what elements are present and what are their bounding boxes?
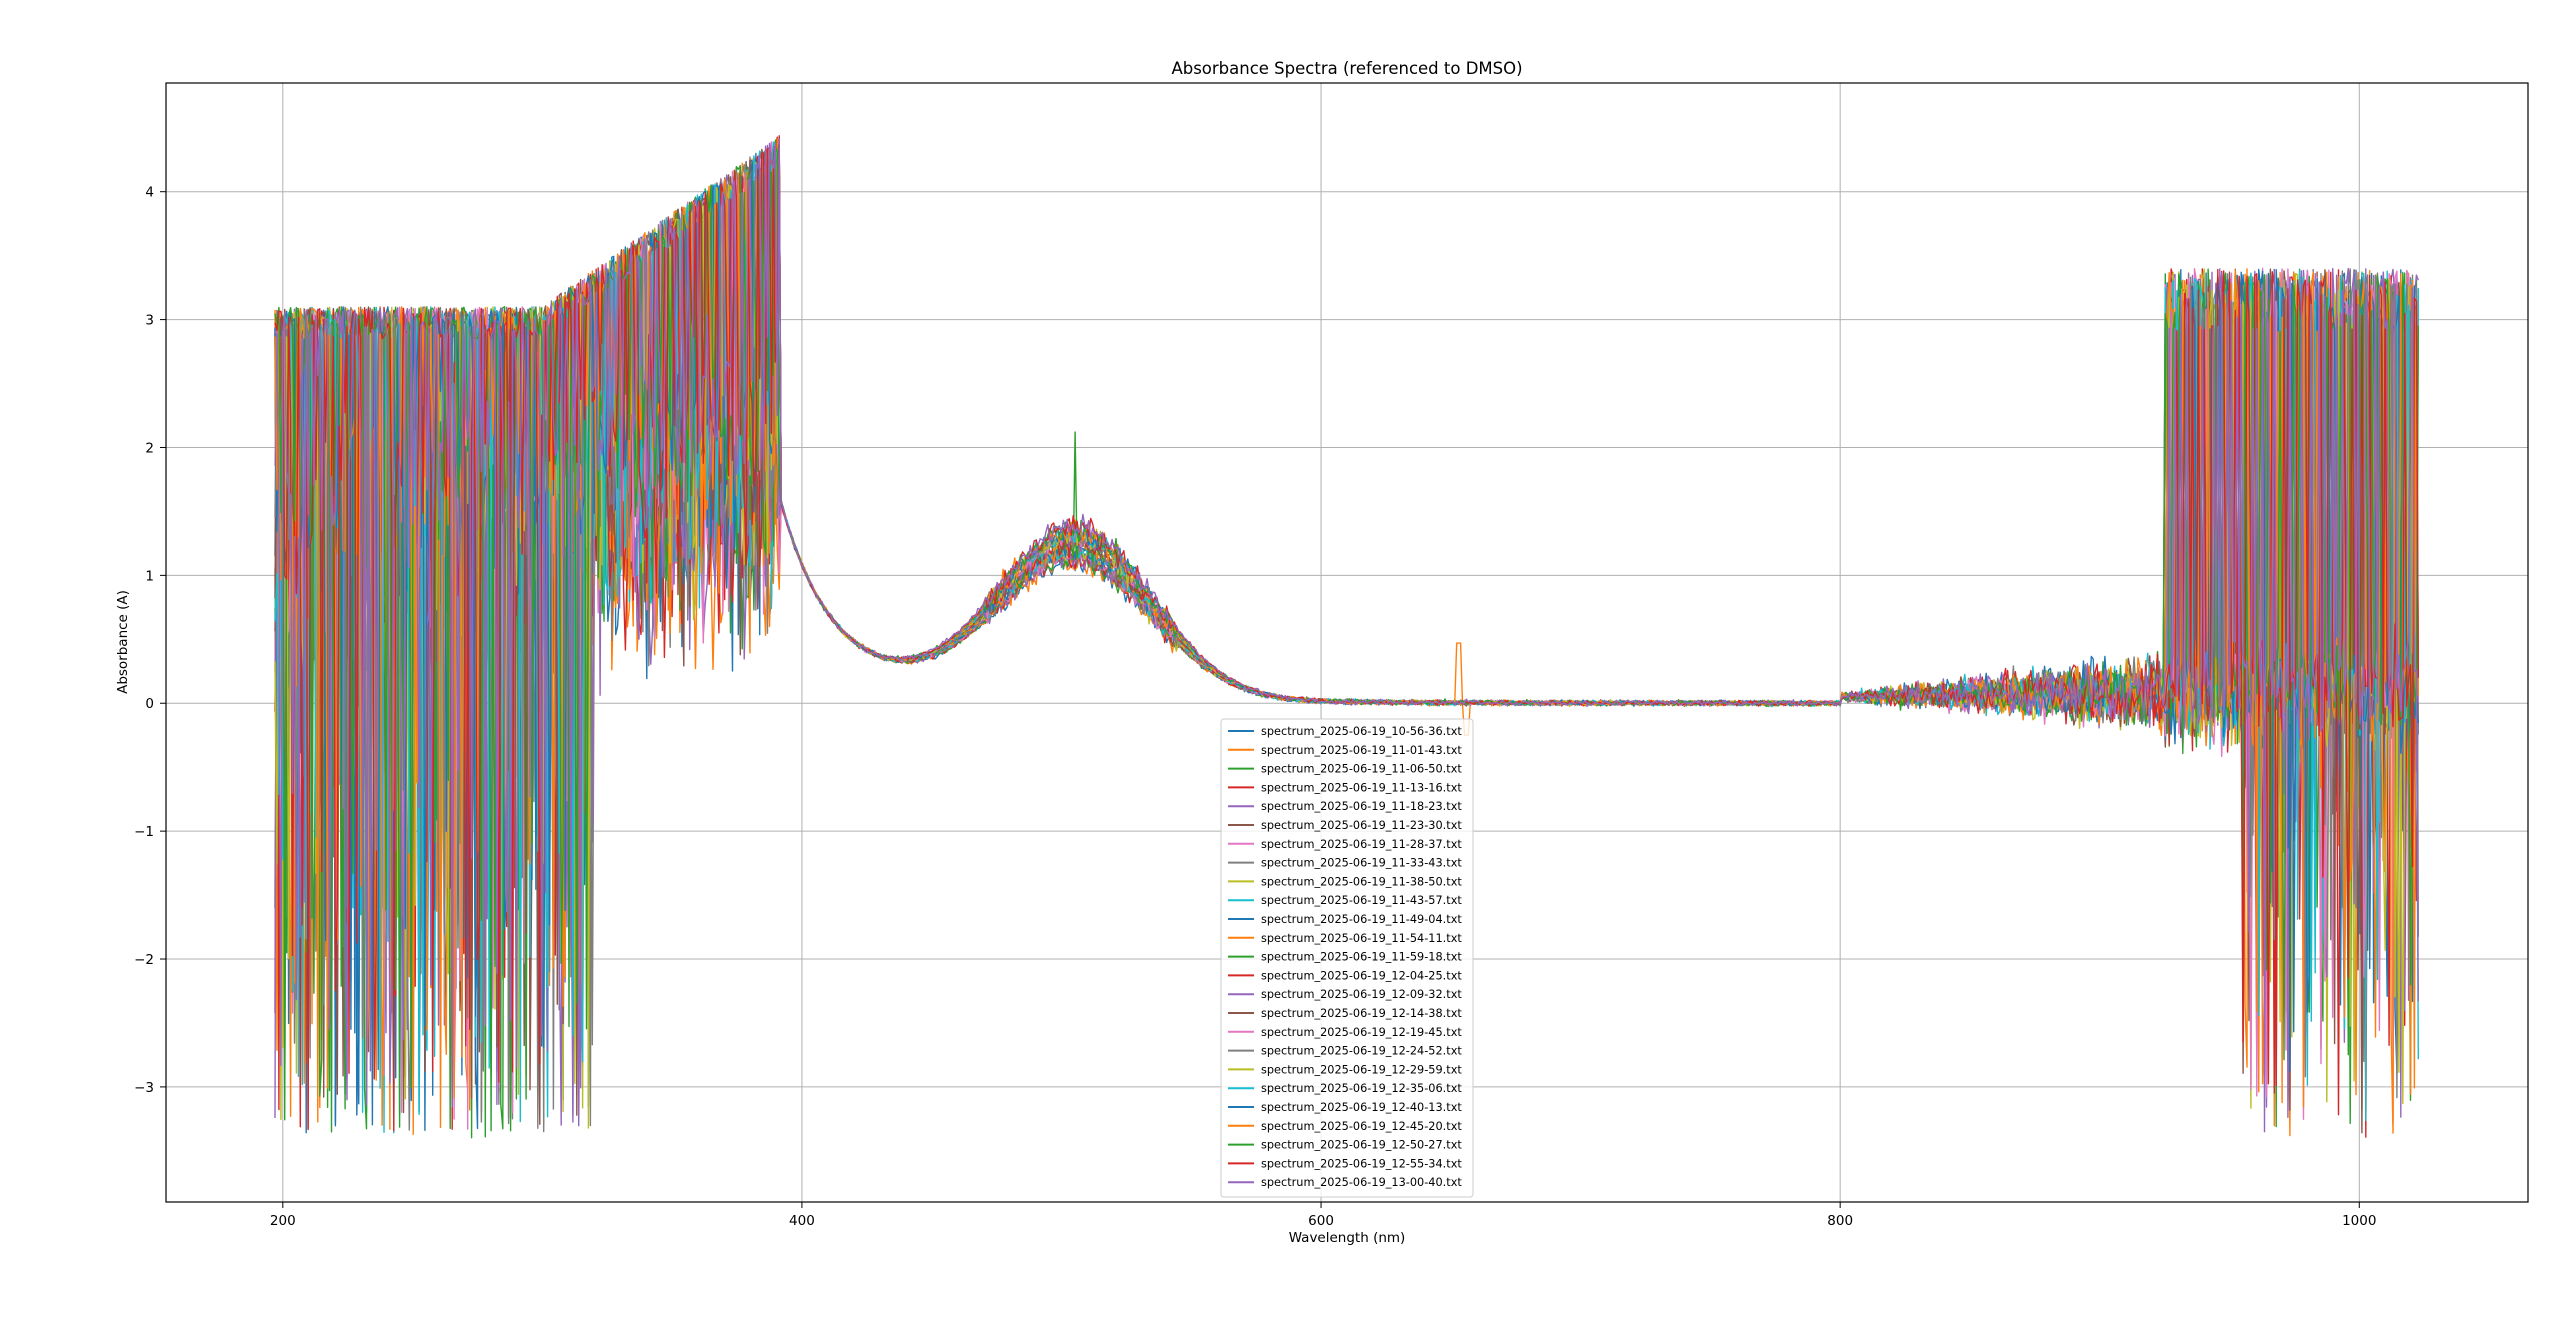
legend-entry: spectrum_2025-06-19_11-38-50.txt xyxy=(1261,875,1462,888)
y-tick-label: 0 xyxy=(145,696,154,712)
legend-entry: spectrum_2025-06-19_12-35-06.txt xyxy=(1261,1082,1462,1095)
y-tick-label: 3 xyxy=(145,313,154,329)
legend-entry: spectrum_2025-06-19_12-19-45.txt xyxy=(1261,1026,1462,1039)
y-tick-label: −2 xyxy=(134,952,154,968)
y-axis-ticks: −3 −2 −1 0 1 2 3 4 xyxy=(134,185,166,1096)
legend-entry: spectrum_2025-06-19_12-29-59.txt xyxy=(1261,1063,1462,1076)
legend-entry: spectrum_2025-06-19_12-50-27.txt xyxy=(1261,1139,1462,1152)
legend-entry: spectrum_2025-06-19_12-45-20.txt xyxy=(1261,1120,1462,1133)
legend-entry: spectrum_2025-06-19_11-23-30.txt xyxy=(1261,819,1462,832)
y-tick-label: −3 xyxy=(134,1080,154,1096)
legend-entry: spectrum_2025-06-19_11-28-37.txt xyxy=(1261,838,1462,851)
legend-entry: spectrum_2025-06-19_11-13-16.txt xyxy=(1261,781,1462,794)
y-axis-label: Absorbance (A) xyxy=(115,590,131,694)
legend-entry: spectrum_2025-06-19_12-14-38.txt xyxy=(1261,1007,1462,1020)
axes-frame xyxy=(165,82,2529,1203)
legend: spectrum_2025-06-19_10-56-36.txt spectrum… xyxy=(1220,718,1474,1198)
legend-entry: spectrum_2025-06-19_12-24-52.txt xyxy=(1261,1045,1462,1058)
legend-entry: spectrum_2025-06-19_11-33-43.txt xyxy=(1261,857,1462,870)
x-axis-label: Wavelength (nm) xyxy=(1289,1230,1406,1246)
y-tick-label: 1 xyxy=(145,568,154,584)
y-tick-label: 2 xyxy=(145,440,154,456)
legend-box xyxy=(1220,718,1474,1198)
x-axis-ticks: 200 400 600 800 1000 xyxy=(270,1202,2376,1229)
legend-entry: spectrum_2025-06-19_11-49-04.txt xyxy=(1261,913,1462,926)
x-tick-label: 1000 xyxy=(2342,1213,2376,1229)
legend-entry: spectrum_2025-06-19_11-18-23.txt xyxy=(1261,800,1462,813)
legend-entry: spectrum_2025-06-19_13-00-40.txt xyxy=(1261,1176,1462,1189)
legend-entry: spectrum_2025-06-19_12-04-25.txt xyxy=(1261,969,1462,982)
spectrum-line xyxy=(274,135,2419,1132)
legend-entry: spectrum_2025-06-19_11-54-11.txt xyxy=(1261,932,1462,945)
legend-entry: spectrum_2025-06-19_11-01-43.txt xyxy=(1261,744,1462,757)
legend-entry: spectrum_2025-06-19_12-09-32.txt xyxy=(1261,988,1462,1001)
chart-title: Absorbance Spectra (referenced to DMSO) xyxy=(1171,59,1522,78)
y-tick-label: −1 xyxy=(134,824,154,840)
x-tick-label: 200 xyxy=(270,1213,296,1229)
x-tick-label: 400 xyxy=(789,1213,815,1229)
y-tick-label: 4 xyxy=(145,185,154,201)
legend-entry: spectrum_2025-06-19_11-06-50.txt xyxy=(1261,763,1462,776)
x-tick-label: 600 xyxy=(1308,1213,1334,1229)
legend-entry: spectrum_2025-06-19_11-59-18.txt xyxy=(1261,951,1462,964)
legend-entry: spectrum_2025-06-19_10-56-36.txt xyxy=(1261,725,1462,738)
legend-entry: spectrum_2025-06-19_12-55-34.txt xyxy=(1261,1157,1462,1170)
plot-area xyxy=(274,135,2419,1139)
legend-entry: spectrum_2025-06-19_11-43-57.txt xyxy=(1261,894,1462,907)
legend-entry: spectrum_2025-06-19_12-40-13.txt xyxy=(1261,1101,1462,1114)
spectra-lines xyxy=(274,135,2419,1139)
spectrum-line xyxy=(274,138,2419,1133)
x-tick-label: 800 xyxy=(1827,1213,1853,1229)
